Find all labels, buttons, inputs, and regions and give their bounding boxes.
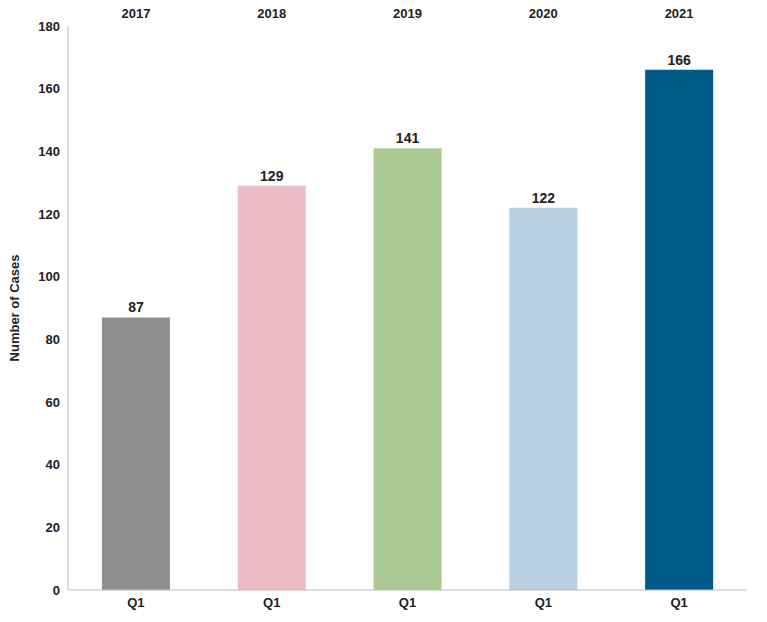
svg-text:Q1: Q1 [535,595,552,610]
svg-text:2019: 2019 [393,6,422,21]
svg-text:Number of Cases: Number of Cases [8,255,22,362]
svg-text:80: 80 [46,332,60,347]
svg-text:166: 166 [667,52,691,68]
svg-text:Q1: Q1 [263,595,280,610]
svg-text:2021: 2021 [665,6,694,21]
svg-text:2017: 2017 [121,6,150,21]
svg-text:2018: 2018 [257,6,286,21]
svg-text:Q1: Q1 [127,595,144,610]
svg-text:140: 140 [38,144,60,159]
svg-text:160: 160 [38,81,60,96]
svg-text:141: 141 [396,130,420,146]
svg-text:120: 120 [38,207,60,222]
svg-text:Q1: Q1 [399,595,416,610]
svg-text:180: 180 [38,19,60,34]
svg-text:2020: 2020 [529,6,558,21]
svg-text:122: 122 [532,190,556,206]
svg-text:100: 100 [38,269,60,284]
svg-text:20: 20 [46,520,60,535]
svg-text:129: 129 [260,168,284,184]
svg-text:40: 40 [46,457,60,472]
svg-text:Q1: Q1 [670,595,687,610]
svg-text:60: 60 [46,395,60,410]
svg-text:87: 87 [128,299,144,315]
svg-text:0: 0 [53,583,60,598]
